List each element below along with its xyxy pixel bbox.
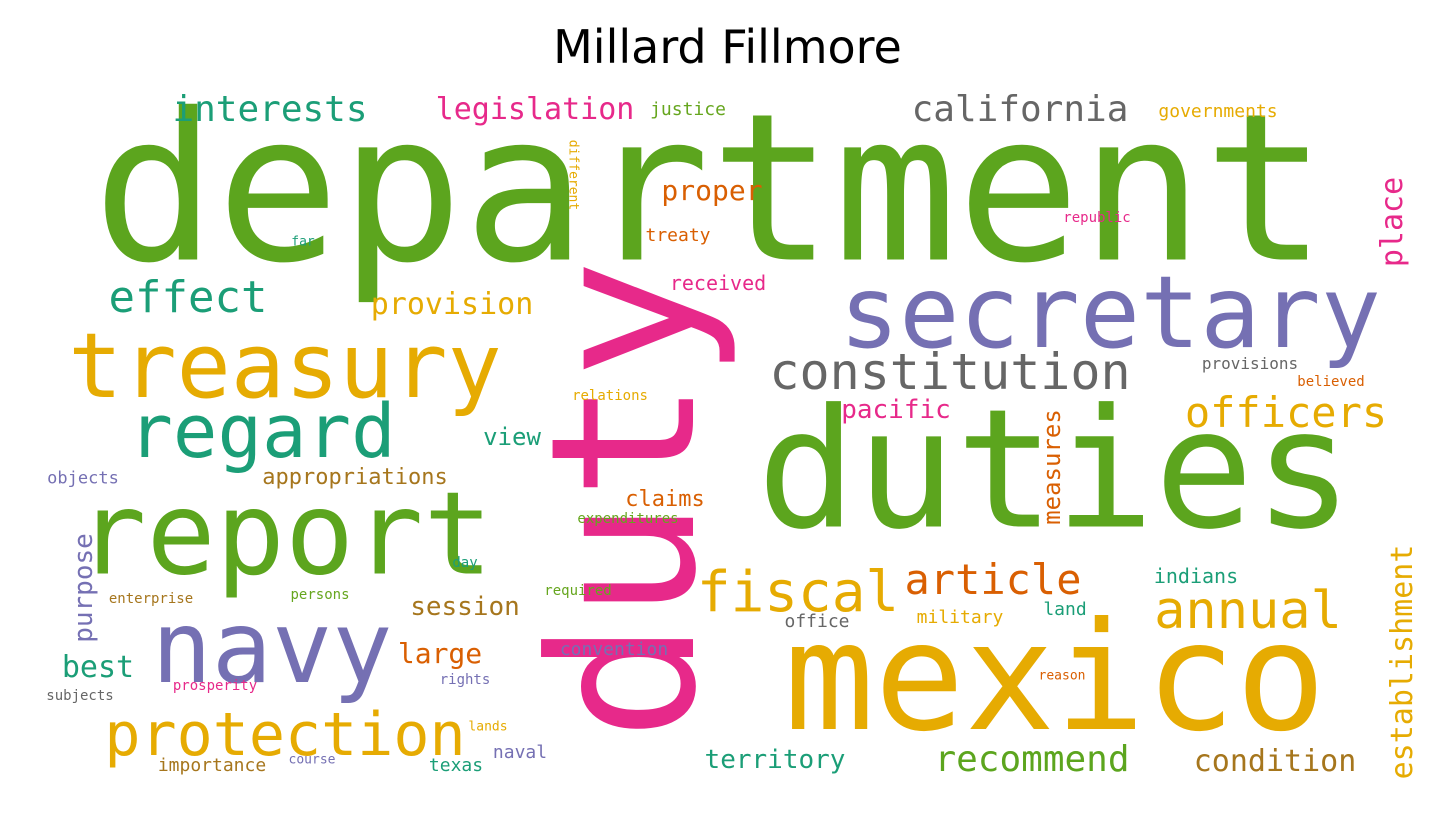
word-believed: believed xyxy=(1297,374,1365,390)
word-large: large xyxy=(397,637,483,670)
word-lands: lands xyxy=(468,719,508,735)
word-different: different xyxy=(565,139,581,211)
word-protection: protection xyxy=(104,700,466,770)
word-objects: objects xyxy=(47,468,119,489)
page-title: Millard Fillmore xyxy=(553,20,902,74)
word-establishment: establishment xyxy=(1385,544,1420,780)
word-governments: governments xyxy=(1158,101,1278,122)
word-session: session xyxy=(410,592,520,622)
word-indians: indians xyxy=(1153,564,1239,588)
word-course: course xyxy=(288,752,336,768)
word-officers: officers xyxy=(1184,388,1388,437)
word-convention: convention xyxy=(559,639,669,660)
word-enterprise: enterprise xyxy=(108,591,194,607)
word-land: land xyxy=(1043,599,1087,620)
word-article: article xyxy=(904,555,1082,604)
word-received: received xyxy=(669,271,767,295)
word-day: day xyxy=(452,555,478,571)
word-legislation: legislation xyxy=(435,92,635,127)
word-military: military xyxy=(916,607,1004,628)
word-treaty: treaty xyxy=(645,225,711,246)
word-view: view xyxy=(483,423,541,451)
word-importance: importance xyxy=(157,755,267,776)
word-justice: justice xyxy=(650,99,726,120)
word-effect: effect xyxy=(108,272,268,323)
word-pacific: pacific xyxy=(841,395,951,425)
word-reason: reason xyxy=(1038,668,1086,684)
word-california: california xyxy=(911,89,1129,130)
word-report: report xyxy=(77,467,493,602)
word-provisions: provisions xyxy=(1201,354,1299,373)
word-duties: duties xyxy=(756,373,1354,566)
word-proper: proper xyxy=(661,174,763,207)
word-territory: territory xyxy=(704,745,846,775)
word-relations: relations xyxy=(572,388,648,404)
word-persons: persons xyxy=(290,587,350,603)
word-office: office xyxy=(784,611,850,632)
word-best: best xyxy=(61,650,135,685)
word-condition: condition xyxy=(1193,744,1357,779)
word-naval: naval xyxy=(492,742,548,763)
word-expenditures: expenditures xyxy=(577,511,679,527)
word-constitution: constitution xyxy=(769,343,1131,401)
word-far: far xyxy=(291,234,315,250)
word-interests: interests xyxy=(172,89,368,130)
word-recommend: recommend xyxy=(934,739,1130,780)
word-claims: claims xyxy=(625,487,705,512)
word-measures: measures xyxy=(1038,409,1066,525)
word-republic: republic xyxy=(1063,210,1131,226)
word-appropriations: appropriations xyxy=(262,465,448,490)
word-subjects: subjects xyxy=(46,688,114,704)
word-regard: regard xyxy=(128,389,396,475)
word-secretary: secretary xyxy=(839,254,1381,371)
word-department: department xyxy=(92,70,1328,309)
word-required: required xyxy=(544,583,612,599)
word-mexico: mexico xyxy=(784,591,1326,765)
word-prosperity: prosperity xyxy=(172,678,258,694)
word-annual: annual xyxy=(1154,581,1342,641)
word-place: place xyxy=(1375,176,1410,268)
word-texas: texas xyxy=(428,755,484,776)
word-rights: rights xyxy=(439,672,491,688)
word-navy: navy xyxy=(151,589,393,706)
word-provision: provision xyxy=(370,287,534,322)
word-purpose: purpose xyxy=(69,533,99,643)
word-treasury: treasury xyxy=(68,314,502,419)
word-fiscal: fiscal xyxy=(696,560,900,625)
